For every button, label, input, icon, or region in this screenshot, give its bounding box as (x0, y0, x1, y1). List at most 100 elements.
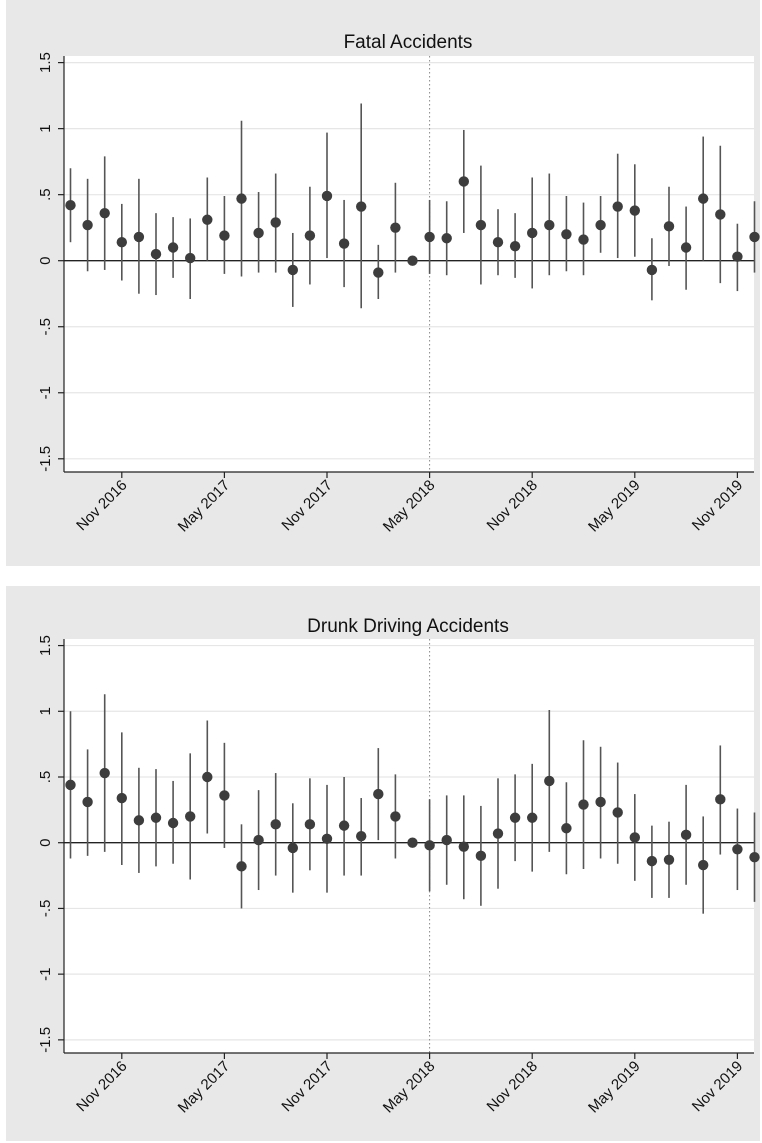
point-estimate (595, 796, 606, 808)
point-estimate (698, 193, 709, 204)
x-tick-label: May 2018 (380, 477, 439, 536)
point-estimate (492, 237, 504, 248)
y-tick-label: -1 (37, 386, 54, 399)
point-estimate (475, 219, 487, 231)
point-estimate (732, 251, 743, 262)
point-estimate (390, 222, 401, 233)
y-tick-label: -1.5 (37, 446, 54, 472)
point-estimate (82, 219, 93, 231)
point-estimate (202, 771, 213, 783)
y-tick-label: 0 (37, 257, 54, 265)
point-estimate (441, 834, 452, 846)
point-estimate (629, 205, 640, 216)
point-estimate (304, 819, 316, 830)
point-estimate (185, 811, 196, 822)
point-estimate (253, 227, 264, 239)
point-estimate (338, 820, 350, 831)
y-tick-label: 1.5 (37, 635, 54, 656)
point-estimate (629, 832, 640, 843)
point-estimate (715, 794, 726, 805)
point-estimate (167, 242, 179, 253)
point-estimate (663, 854, 675, 865)
point-estimate (373, 788, 384, 800)
x-tick-label: Nov 2019 (689, 1058, 746, 1115)
point-estimate (116, 792, 128, 804)
point-estimate (338, 238, 350, 249)
point-estimate (287, 842, 298, 854)
x-tick-label: May 2019 (585, 1058, 644, 1117)
point-estimate (732, 844, 743, 855)
point-estimate (270, 819, 281, 830)
point-estimate (219, 790, 230, 801)
point-estimate (407, 255, 418, 266)
y-tick-label: -1.5 (37, 1027, 54, 1053)
point-estimate (715, 209, 726, 220)
point-estimate (527, 227, 538, 239)
point-estimate (509, 240, 521, 252)
point-estimate (287, 264, 298, 276)
point-estimate (561, 229, 572, 240)
point-estimate (458, 176, 469, 187)
x-tick-label: Nov 2016 (73, 477, 130, 534)
y-tick-label: 1 (37, 707, 54, 715)
x-tick-label: Nov 2016 (73, 1058, 130, 1115)
point-estimate (390, 811, 401, 822)
point-estimate (492, 828, 504, 839)
y-tick-label: .5 (37, 188, 54, 201)
point-estimate (680, 829, 692, 841)
point-estimate (202, 214, 213, 225)
y-tick-label: .5 (37, 771, 54, 784)
point-estimate (680, 242, 692, 253)
point-estimate (509, 812, 521, 823)
point-estimate (698, 859, 709, 871)
point-estimate (99, 207, 110, 219)
point-estimate (219, 230, 230, 241)
point-estimate (304, 230, 316, 241)
point-estimate (646, 264, 658, 276)
point-estimate (167, 817, 179, 829)
x-tick-label: Nov 2019 (689, 477, 746, 534)
point-estimate (544, 775, 555, 787)
x-tick-label: Nov 2017 (278, 477, 335, 534)
x-tick-label: Nov 2018 (484, 477, 541, 534)
point-estimate (321, 190, 333, 202)
x-tick-label: Nov 2018 (484, 1058, 541, 1115)
point-estimate (561, 823, 572, 834)
drunk-driving-accidents-panel: 1.5 1.5 0 -.5 -1 -1.5 Nov 2016 May 2017 Nov 2017… (6, 586, 760, 1141)
point-estimate (150, 812, 162, 823)
point-estimate (424, 231, 435, 243)
point-estimate (646, 855, 658, 867)
y-tick-label: 1.5 (37, 52, 54, 73)
point-estimate (544, 219, 555, 231)
y-tick-label: 0 (37, 839, 54, 847)
point-estimate (356, 201, 367, 212)
point-estimate (441, 233, 452, 244)
point-estimate (612, 201, 623, 212)
y-tick-label: -.5 (37, 318, 54, 336)
point-estimate (150, 248, 162, 260)
point-estimate (253, 834, 264, 846)
point-estimate (475, 850, 487, 862)
x-tick-label: May 2018 (380, 1058, 439, 1117)
point-estimate (65, 779, 76, 791)
point-estimate (527, 812, 538, 823)
point-estimate (373, 267, 384, 278)
point-estimate (612, 807, 623, 818)
point-estimate (133, 815, 145, 826)
point-estimate (407, 837, 418, 848)
y-tick-label: -.5 (37, 900, 54, 918)
x-tick-label: May 2019 (585, 477, 644, 536)
point-estimate (458, 841, 469, 852)
y-tick-label: -1 (37, 967, 54, 980)
point-estimate (236, 861, 247, 872)
x-tick-label: May 2017 (175, 1058, 234, 1117)
point-estimate (116, 237, 128, 248)
point-estimate (595, 219, 606, 231)
point-estimate (424, 840, 435, 851)
point-estimate (99, 767, 110, 779)
chart-title: Fatal Accidents (344, 32, 473, 53)
x-tick-label: Nov 2017 (278, 1058, 335, 1115)
point-estimate (82, 796, 93, 808)
x-tick-label: May 2017 (175, 477, 234, 536)
